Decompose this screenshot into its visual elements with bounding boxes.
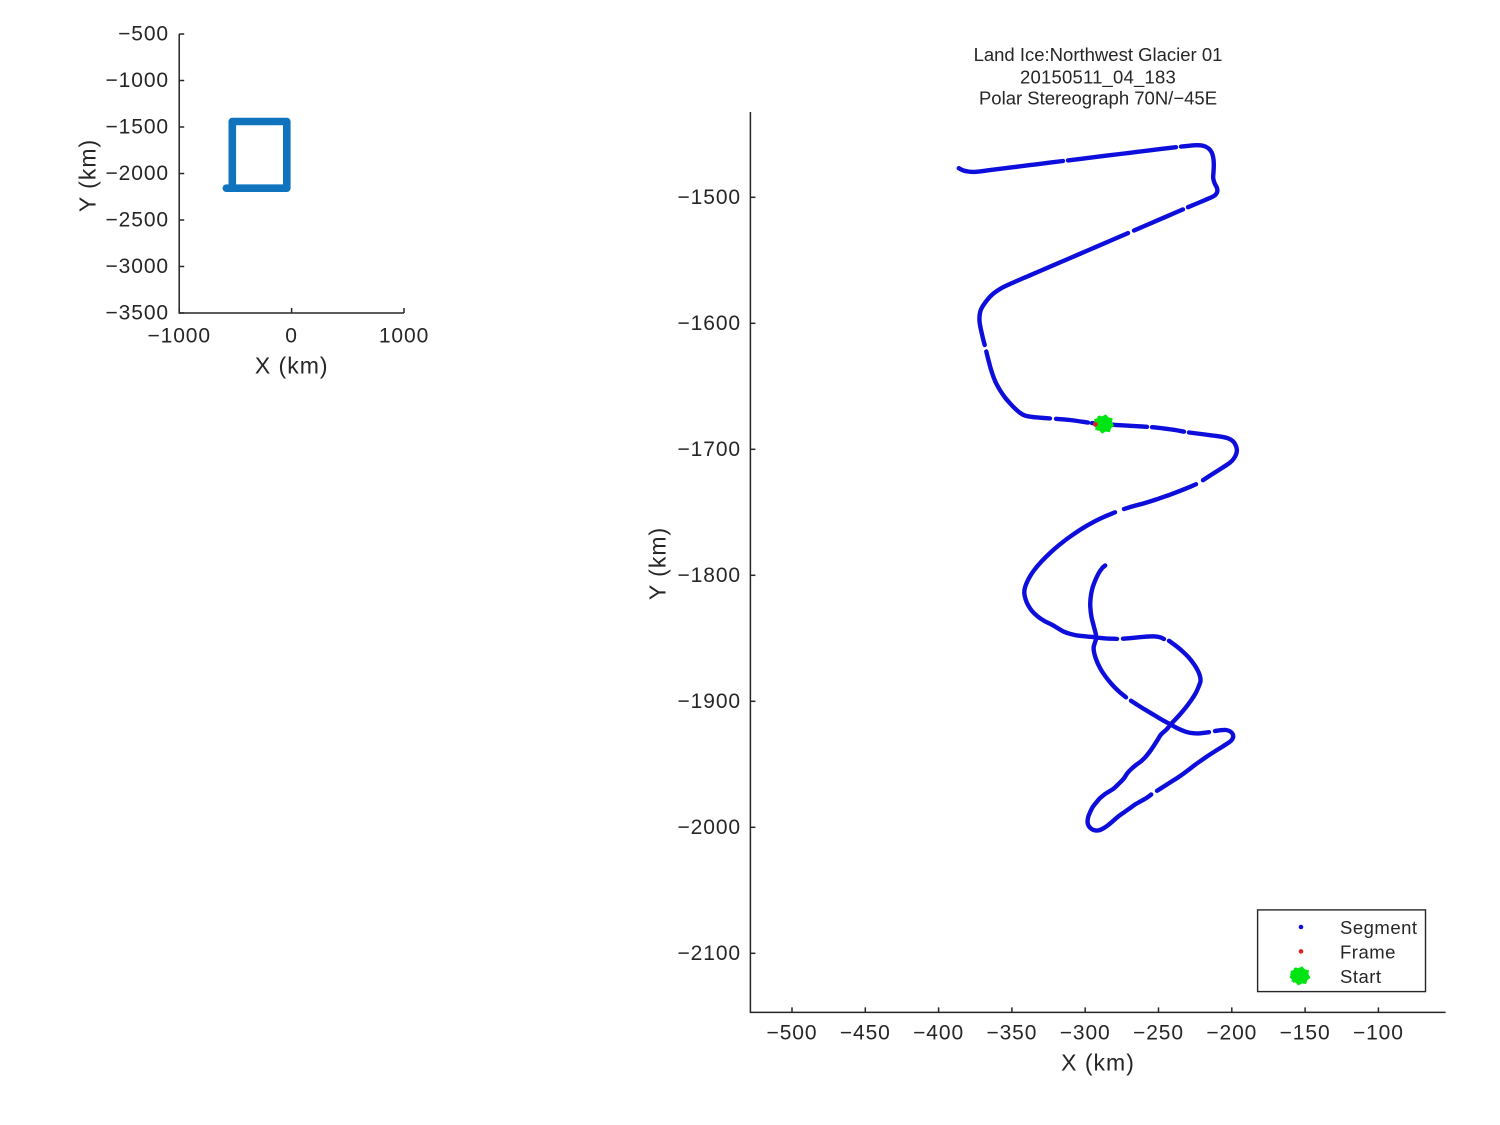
svg-text:Y (km): Y (km) (644, 527, 670, 600)
svg-text:−250: −250 (1133, 1022, 1184, 1045)
svg-text:X (km): X (km) (1061, 1049, 1135, 1075)
svg-text:−2500: −2500 (106, 209, 169, 232)
svg-text:Land Ice:Northwest Glacier 01: Land Ice:Northwest Glacier 01 (974, 44, 1223, 65)
svg-text:−1500: −1500 (106, 116, 169, 139)
svg-text:−400: −400 (913, 1022, 964, 1045)
svg-text:−2000: −2000 (106, 162, 169, 185)
svg-text:0: 0 (285, 325, 298, 348)
svg-text:−200: −200 (1206, 1022, 1257, 1045)
svg-text:Y (km): Y (km) (75, 139, 101, 212)
svg-text:−1000: −1000 (106, 69, 169, 92)
svg-text:−450: −450 (840, 1022, 891, 1045)
svg-text:Frame: Frame (1340, 941, 1396, 962)
svg-text:−3500: −3500 (106, 302, 169, 325)
svg-text:−300: −300 (1060, 1022, 1111, 1045)
svg-text:1000: 1000 (379, 325, 429, 348)
svg-text:X (km): X (km) (255, 353, 329, 379)
svg-text:−100: −100 (1353, 1022, 1404, 1045)
svg-text:Start: Start (1340, 966, 1382, 987)
svg-text:−2100: −2100 (678, 942, 741, 965)
svg-text:−500: −500 (767, 1022, 818, 1045)
svg-text:−350: −350 (986, 1022, 1037, 1045)
svg-text:−500: −500 (118, 23, 169, 46)
svg-text:−3000: −3000 (106, 255, 169, 278)
svg-text:−1500: −1500 (678, 186, 741, 209)
svg-text:−1900: −1900 (678, 690, 741, 713)
svg-text:Segment: Segment (1340, 917, 1418, 938)
svg-text:−1800: −1800 (678, 564, 741, 587)
svg-text:−1700: −1700 (678, 438, 741, 461)
svg-text:20150511_04_183: 20150511_04_183 (1020, 66, 1176, 88)
svg-text:Polar Stereograph 70N/−45E: Polar Stereograph 70N/−45E (979, 87, 1217, 108)
svg-text:−1600: −1600 (678, 312, 741, 335)
svg-text:−150: −150 (1280, 1022, 1331, 1045)
svg-text:−2000: −2000 (678, 816, 741, 839)
svg-text:−1000: −1000 (147, 325, 210, 348)
